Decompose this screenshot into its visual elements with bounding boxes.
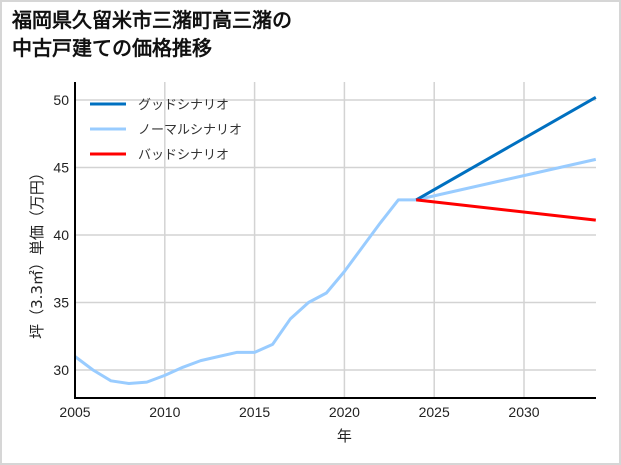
y-tick-label: 35: [53, 295, 69, 311]
x-axis-label: 年: [337, 427, 352, 445]
series-line: [416, 198, 596, 222]
series-line: [415, 95, 597, 202]
x-tick-label: 2025: [419, 404, 450, 420]
y-axis-label: 坪（3.3㎡）単価（万円）: [28, 165, 46, 339]
legend-label: グッドシナリオ: [138, 98, 229, 113]
chart-title-line2: 中古戸建ての価格推移: [12, 36, 212, 60]
x-tick-label: 2030: [508, 404, 539, 420]
axes: [74, 82, 596, 399]
y-tick-label: 45: [53, 160, 69, 176]
legend-label: ノーマルシナリオ: [138, 123, 242, 138]
chart-title-line1: 福岡県久留米市三潴町高三潴の: [12, 8, 292, 32]
x-tick-label: 2010: [149, 404, 180, 420]
legend-label: バッドシナリオ: [138, 148, 229, 163]
x-tick-label: 2015: [239, 404, 270, 420]
chart-title: 福岡県久留米市三潴町高三潴の 中古戸建ての価格推移: [12, 6, 292, 62]
x-tick-label: 2020: [329, 404, 360, 420]
y-tick-label: 40: [53, 227, 69, 243]
series-line: [74, 157, 597, 385]
data-lines: [74, 95, 597, 385]
tick-labels: 2005 2010 2015 2020 2025 2030 30 35 40 45 50: [53, 92, 539, 420]
x-tick-label: 2005: [59, 404, 90, 420]
y-tick-label: 30: [53, 362, 69, 378]
y-tick-label: 50: [53, 92, 69, 108]
